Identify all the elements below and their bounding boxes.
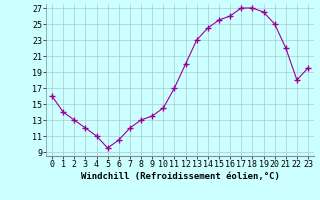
X-axis label: Windchill (Refroidissement éolien,°C): Windchill (Refroidissement éolien,°C) xyxy=(81,172,279,181)
